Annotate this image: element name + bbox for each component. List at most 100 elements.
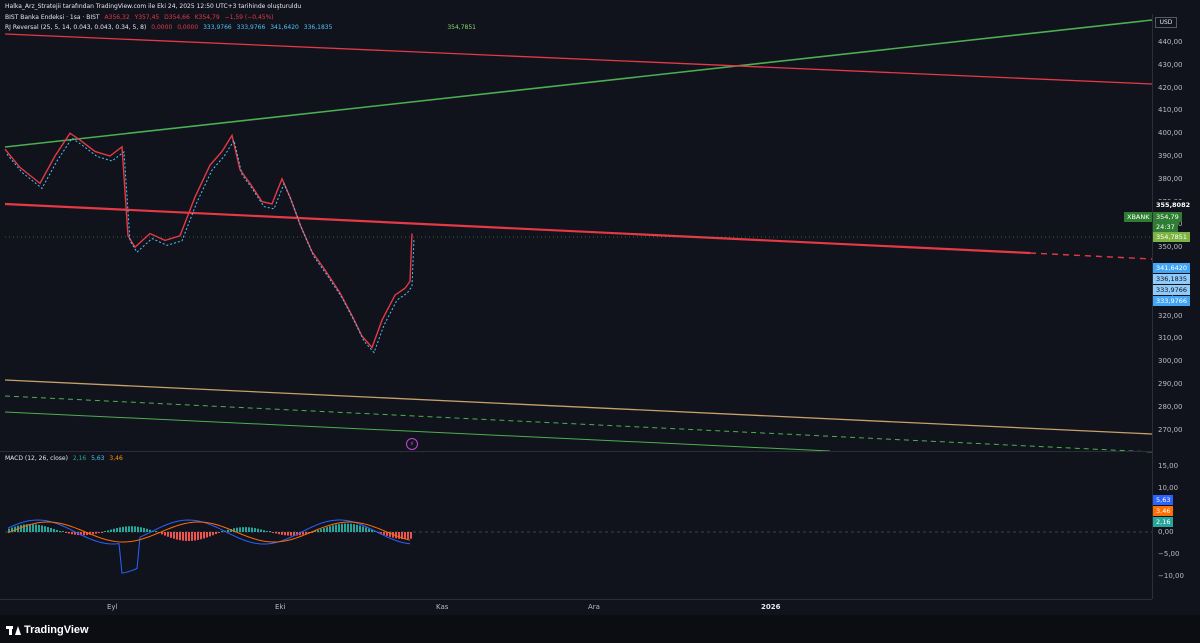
macd-histogram-bar — [44, 526, 46, 532]
red-trendline-middle[interactable] — [4, 202, 1031, 255]
price-axis[interactable] — [1152, 14, 1200, 599]
macd-legend[interactable]: MACD (12, 26, close) 2,16 5,63 3,46 — [5, 455, 126, 462]
price-tick: 280,00 — [1158, 402, 1183, 411]
macd-histogram-bar — [263, 530, 265, 532]
macd-histogram-bar — [398, 532, 400, 539]
macd-histogram-bar — [365, 527, 367, 532]
macd-histogram-bar — [272, 532, 274, 533]
macd-histogram-bar — [278, 532, 280, 535]
indicator-name[interactable]: RJ Reversal (25, 5, 14, 0.043, 0.043, 0.… — [5, 24, 147, 31]
macd-histogram-bar — [146, 528, 148, 532]
macd-tick: 0,00 — [1158, 528, 1174, 536]
macd-histogram-bar — [341, 523, 343, 532]
macd-histogram-bar — [401, 532, 403, 540]
macd-histogram-bar — [215, 532, 217, 535]
currency-label[interactable]: USD — [1155, 17, 1177, 28]
macd-histogram-bar — [362, 526, 364, 532]
macd-tick: −5,00 — [1158, 550, 1180, 558]
macd-histogram-bar — [167, 532, 169, 537]
symbol-legend[interactable]: BIST Banka Endeksi · 1sa · BIST A356,32 … — [5, 14, 277, 21]
indicator-badge-1: 341,6420 — [1153, 263, 1191, 273]
macd-histogram-bar — [113, 528, 115, 532]
macd-histogram-bar — [164, 532, 166, 536]
indicator-value-5: 341,6420 — [270, 24, 299, 31]
macd-histogram-bar — [95, 532, 97, 534]
macd-histogram-bar — [281, 532, 283, 535]
macd-histogram-bar — [161, 532, 163, 535]
time-label-eyl: Eyl — [107, 603, 118, 611]
macd-histogram-bar — [155, 531, 157, 532]
green-trendline-dashed[interactable] — [4, 395, 1153, 453]
symbol-name[interactable]: BIST Banka Endeksi · 1sa · BIST — [5, 14, 100, 21]
macd-histogram-bar — [8, 528, 10, 532]
macd-histogram-bar — [197, 532, 199, 540]
indicator-badge-4: 333,9766 — [1153, 296, 1191, 306]
macd-histogram-bar — [131, 526, 133, 532]
indicator-badge-2: 336,1835 — [1153, 274, 1191, 284]
ohlc-open: A356,32 — [104, 14, 130, 21]
macd-histogram-bar — [185, 532, 187, 541]
macd-histogram-bar — [176, 532, 178, 540]
macd-histogram-bar — [179, 532, 181, 541]
macd-histogram-bar — [359, 525, 361, 532]
price-tick: 410,00 — [1158, 106, 1183, 115]
macd-histogram-bar — [356, 524, 358, 532]
time-axis[interactable]: Eyl Eki Kas Ara 2026 — [0, 599, 1152, 616]
macd-histogram-bar — [251, 527, 253, 532]
macd-histogram-bar — [188, 532, 190, 541]
green-trendline-upper[interactable] — [4, 19, 1153, 148]
tradingview-brand: TradingView — [24, 624, 89, 636]
macd-hist-badge: 2,16 — [1153, 517, 1174, 527]
macd-histogram-bar — [410, 532, 412, 539]
macd-name[interactable]: MACD (12, 26, close) — [5, 455, 68, 462]
macd-histogram-bar — [110, 529, 112, 532]
macd-histogram-bar — [20, 525, 22, 532]
macd-histogram-bar — [218, 532, 220, 533]
macd-histogram-bar — [137, 526, 139, 532]
price-tick: 390,00 — [1158, 152, 1183, 160]
price-tick: 300,00 — [1158, 357, 1183, 366]
macd-histogram-bar — [86, 532, 88, 536]
macd-signal-line — [7, 521, 411, 543]
macd-line-value: 5,63 — [91, 455, 105, 462]
price-tick: 400,00 — [1158, 129, 1183, 138]
macd-line-badge: 5,63 — [1153, 495, 1174, 505]
macd-histogram-bar — [98, 532, 100, 533]
green-trendline-lower[interactable] — [4, 411, 831, 452]
indicator-legend[interactable]: RJ Reversal (25, 5, 14, 0.043, 0.043, 0.… — [5, 24, 479, 31]
price-tick: 350,00 — [1158, 243, 1183, 252]
tradingview-logo[interactable]: TradingView — [6, 624, 89, 636]
macd-histogram-bar — [74, 532, 76, 535]
macd-histogram-bar — [101, 532, 103, 533]
macd-histogram-bar — [266, 531, 268, 532]
price-series — [4, 132, 415, 354]
macd-hist-value: 2,16 — [72, 455, 87, 462]
macd-histogram-bar — [350, 523, 352, 532]
red-trendline-upper[interactable] — [4, 33, 1153, 85]
crosshair-price-badge: 355,8082 — [1153, 200, 1194, 210]
macd-histogram-bar — [38, 524, 40, 532]
macd-histogram-bar — [134, 526, 136, 532]
macd-histogram-bar — [149, 529, 151, 532]
macd-histogram-bar — [284, 532, 286, 536]
macd-histogram-bar — [59, 530, 61, 532]
red-trendline-middle-dashed[interactable] — [1029, 252, 1153, 260]
macd-histogram-bar — [104, 531, 106, 532]
price-tick: 440,00 — [1158, 38, 1183, 46]
ohlc-close: K354,79 — [194, 14, 220, 21]
indicator-value-1: 0,0000 — [151, 24, 173, 31]
pane-separator[interactable] — [0, 451, 1152, 452]
macd-histogram-bar — [338, 524, 340, 532]
macd-histogram-bar — [56, 529, 58, 532]
macd-histogram-bar — [200, 532, 202, 540]
macd-histogram-bar — [320, 529, 322, 532]
macd-histogram-bar — [380, 532, 382, 534]
macd-histogram-bar — [203, 532, 205, 539]
macd-histogram-bar — [311, 532, 313, 533]
macd-histogram-bar — [26, 524, 28, 532]
tan-trendline-lower[interactable] — [4, 379, 1153, 435]
macd-histogram-bar — [227, 529, 229, 532]
macd-histogram-bar — [23, 524, 25, 532]
flash-icon[interactable]: ⚡ — [406, 438, 418, 450]
